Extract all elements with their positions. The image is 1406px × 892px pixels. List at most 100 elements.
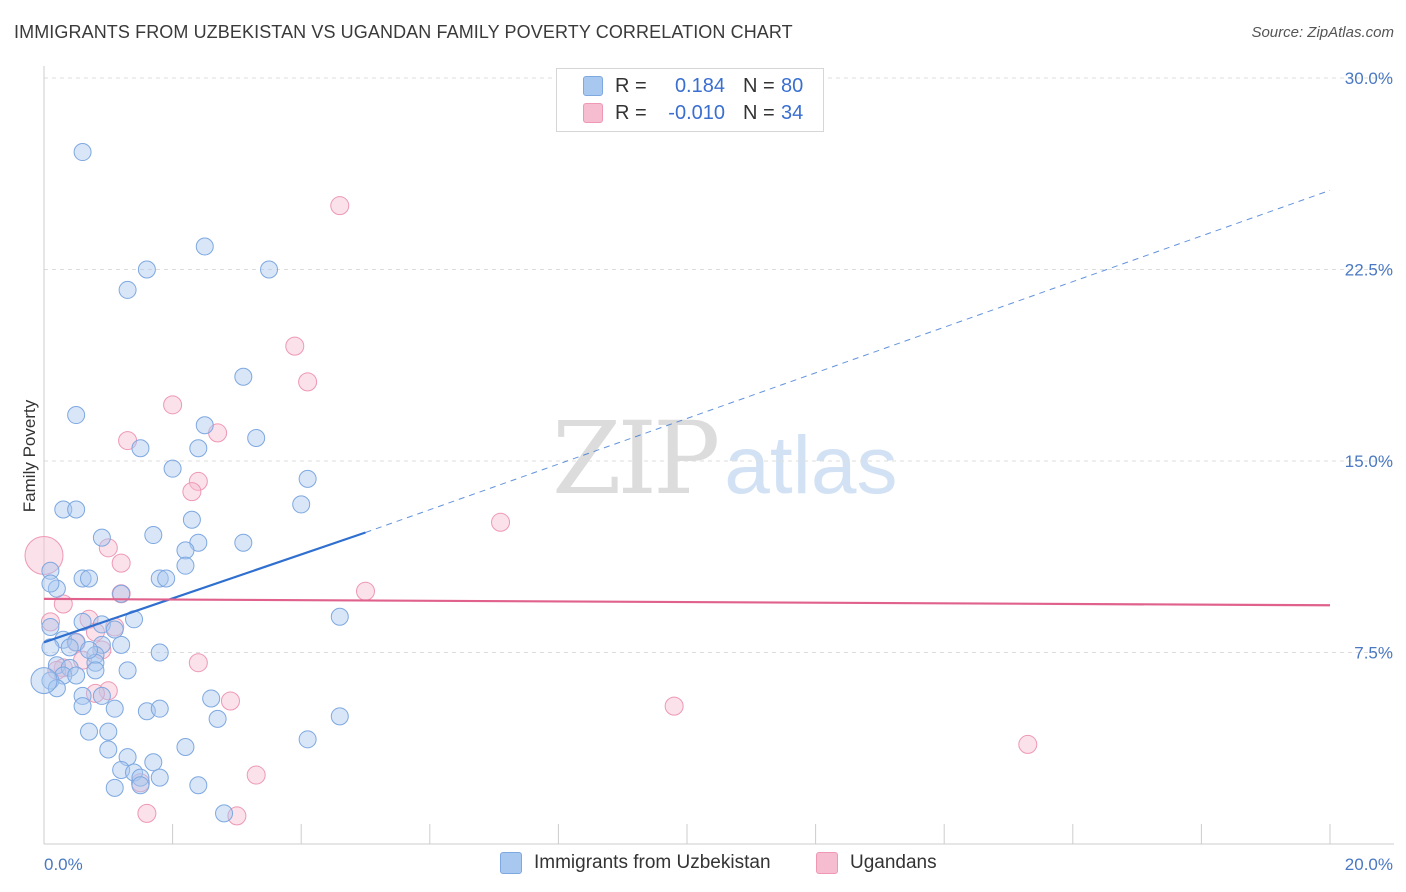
legend-row-ugandans: R = -0.010 N = 34 [583, 100, 803, 126]
legend-r-label: R = [615, 101, 647, 124]
uzbekistan-point [234, 533, 253, 552]
ugandans-point [53, 594, 73, 614]
uzbekistan-point [41, 574, 60, 593]
ugandans-point [24, 535, 64, 575]
ugandans-point [298, 372, 318, 392]
y-tick-label: 30.0% [1345, 69, 1393, 88]
ugandans-point [188, 653, 208, 673]
uzbekistan-point [99, 740, 118, 759]
legend-r-label: R = [615, 74, 647, 97]
y-tick-label: 15.0% [1345, 452, 1393, 471]
ugandans-point [330, 196, 350, 216]
uzbekistan-points [30, 143, 349, 823]
legend-n-label: N = [743, 101, 775, 124]
uzbekistan-point [195, 416, 214, 435]
ugandans-point [182, 482, 202, 502]
uzbekistan-point [131, 768, 150, 787]
uzbekistan-point [247, 429, 266, 448]
ugandans-point [356, 581, 375, 601]
uzbekistan-point [60, 638, 79, 657]
legend-r-value: -0.010 [668, 101, 725, 124]
correlation-legend: R = 0.184 N = 80 R = -0.010 N = 34 [556, 68, 824, 132]
uzbekistan-point [80, 569, 99, 588]
uzbekistan-trend-line [43, 531, 366, 644]
ugandans-point [111, 553, 131, 573]
legend-swatch-blue [583, 76, 603, 96]
axis-layer [43, 66, 1394, 845]
series-legend-ugandans[interactable]: Ugandans [816, 852, 937, 874]
uzbekistan-point [330, 707, 349, 726]
uzbekistan-point [131, 439, 150, 458]
uzbekistan-point [92, 686, 111, 705]
uzbekistan-trend-extension [365, 189, 1331, 533]
uzbekistan-point [176, 556, 195, 575]
uzbekistan-point [86, 661, 105, 680]
series-legend-uzbekistan[interactable]: Immigrants from Uzbekistan [500, 852, 771, 874]
legend-n-label: N = [743, 74, 775, 97]
series-swatch-blue [500, 852, 522, 874]
ugandans-point [220, 691, 240, 711]
ugandans-point [246, 765, 266, 785]
series-label-ugandans: Ugandans [850, 852, 937, 873]
ugandans-point [40, 612, 60, 632]
uzbekistan-point [260, 260, 279, 279]
legend-swatch-pink [583, 103, 603, 123]
ugandans-point [98, 538, 118, 558]
uzbekistan-point [67, 406, 86, 425]
uzbekistan-point [234, 367, 253, 386]
uzbekistan-point [67, 666, 86, 685]
ugandans-point [163, 395, 183, 415]
uzbekistan-point [150, 643, 169, 662]
uzbekistan-point [73, 686, 92, 705]
uzbekistan-point [215, 804, 234, 823]
ugandans-point [491, 512, 511, 532]
uzbekistan-point [73, 612, 92, 631]
grid-layer [44, 77, 1394, 653]
uzbekistan-point [105, 620, 124, 639]
uzbekistan-point [208, 709, 227, 728]
uzbekistan-point [163, 459, 182, 478]
trend-layer [43, 189, 1331, 644]
ugandans-points [24, 196, 1038, 826]
legend-row-uzbekistan: R = 0.184 N = 80 [583, 73, 803, 99]
uzbekistan-point [189, 439, 208, 458]
uzbekistan-point [150, 699, 169, 718]
x-tick-label: 0.0% [44, 855, 83, 874]
uzbekistan-point [330, 607, 349, 626]
uzbekistan-point [92, 528, 111, 547]
uzbekistan-point [137, 260, 156, 279]
series-swatch-pink [816, 852, 838, 874]
uzbekistan-point [67, 500, 86, 519]
watermark: ZIPatlas [552, 400, 898, 517]
uzbekistan-point [54, 500, 73, 519]
legend-n-value: 80 [781, 74, 804, 97]
uzbekistan-point [118, 280, 137, 299]
watermark-atlas: atlas [724, 420, 898, 511]
uzbekistan-point [41, 617, 60, 636]
ugandans-point [664, 696, 684, 716]
uzbekistan-point [41, 671, 60, 690]
y-tick-label: 7.5% [1354, 644, 1393, 663]
uzbekistan-point [202, 689, 221, 708]
series-legend: Immigrants from Uzbekistan Ugandans [0, 852, 1406, 878]
legend-r-value: 0.184 [674, 74, 725, 97]
uzbekistan-point [73, 697, 92, 716]
source-label: Source: ZipAtlas.com [1251, 24, 1394, 41]
uzbekistan-point [60, 658, 79, 677]
uzbekistan-point [41, 638, 60, 657]
uzbekistan-point [182, 510, 201, 529]
chart-title: IMMIGRANTS FROM UZBEKISTAN VS UGANDAN FA… [14, 22, 793, 42]
uzbekistan-point [112, 584, 131, 603]
uzbekistan-point [150, 768, 169, 787]
tick-label-layer: 7.5% 15.0% 22.5% 30.0% 0.0% 20.0% [44, 69, 1393, 874]
uzbekistan-point [73, 143, 92, 162]
ugandans-point [1018, 734, 1038, 754]
uzbekistan-point [112, 635, 131, 654]
ugandans-point [285, 336, 305, 356]
uzbekistan-point [298, 469, 317, 488]
ugandans-point [137, 803, 157, 823]
uzbekistan-point [131, 776, 150, 795]
uzbekistan-point [80, 640, 99, 659]
ugandans-point [188, 471, 208, 491]
